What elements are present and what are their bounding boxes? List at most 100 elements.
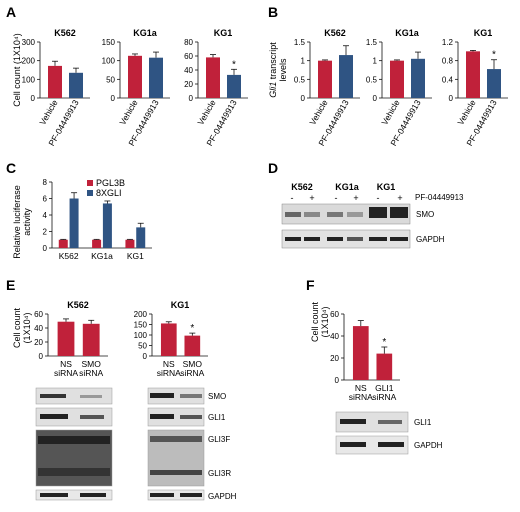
panel-b-chart-3-ytick-label-2: 0.8 (442, 57, 454, 66)
blot-d-gapdh-band-5 (369, 237, 387, 241)
panel-f-chart-ytick-label-0: 0 (335, 376, 340, 385)
blot-d-group-kg1a: KG1a (335, 182, 360, 192)
panel-a-chart-2-ytick-label-0: 0 (111, 94, 116, 103)
panel-b-ylabel-gene: Gli1 (268, 82, 278, 98)
panel-e-chart-2-xlabel-0-1: siRNA (157, 368, 181, 378)
blot-e-label-gli3f: GLI3F (208, 435, 230, 444)
panel-letter-c: C (6, 160, 16, 176)
panel-f-ylabel-line2: (1X10⁴) (320, 307, 330, 338)
panel-e-chart-2-title: KG1 (171, 300, 190, 310)
panel-f-chart-xlabel-1-0: GLI1 (375, 383, 394, 393)
panel-letter-a: A (6, 4, 16, 20)
panel-c-ytick-label-4: 8 (43, 178, 48, 187)
blot-d-smo-band-4 (347, 212, 363, 217)
blot-e-label-gli1: GLI1 (208, 413, 226, 422)
blot-e-kg1-gapdh-band-2 (180, 493, 202, 497)
panel-f-chart-ytick-label-3: 60 (330, 310, 339, 319)
panel-a-chart-3-ytick-label-2: 40 (184, 66, 193, 75)
panel-e-chart-2-xlabel-0-0: NS (163, 359, 175, 369)
blot-e-k562-gapdh (35, 489, 113, 501)
blot-e-kg1-smo (147, 387, 205, 405)
panel-b-chart-2-bar-0 (390, 60, 404, 98)
panel-b-chart-1-ytick-label-3: 1.5 (294, 38, 306, 47)
blot-d-treatment: PF-04449913 (415, 193, 464, 202)
blot-d-smo-band-1 (285, 212, 301, 217)
panel-f-chart-bar-1 (376, 353, 393, 380)
panel-c-bar-pgl3b-1 (92, 239, 102, 248)
legend-label-8xgli: 8XGLI (96, 188, 122, 198)
panel-c-ytick-label-0: 0 (43, 244, 48, 253)
panel-a-chart-1-ytick-label-3: 300 (22, 38, 36, 47)
panel-letter-f: F (306, 277, 315, 293)
panel-b-chart-3-bar-0 (466, 51, 480, 98)
blot-d-sign-1: - (291, 193, 294, 203)
panel-e-chart-1-ytick-label-0: 0 (39, 352, 44, 361)
panel-e-chart-2-ytick-label-0: 0 (143, 352, 148, 361)
panel-b-chart-3-xlabel-0: Vehicle (455, 98, 478, 127)
blot-d-smo-band-2 (304, 212, 320, 217)
panel-b-chart-2-ytick-label-0: 0 (373, 94, 378, 103)
blot-d-gapdh-membrane (281, 229, 411, 249)
panel-b-chart-3-ytick-label-0: 0 (449, 94, 454, 103)
panel-e-chart-2-xlabel-1-1: siRNA (180, 368, 204, 378)
panel-e-chart-1-xlabel-0-0: NS (60, 359, 72, 369)
blot-d-group-k562: K562 (291, 182, 313, 192)
blot-e-label-smo: SMO (208, 392, 226, 401)
panel-b-chart-3-sig-1: * (492, 50, 496, 61)
panel-c-bar-pgl3b-0 (58, 239, 68, 248)
blot-d-smo-band-6 (390, 207, 408, 218)
panel-e-chart-2-ytick-label-4: 200 (134, 310, 148, 319)
panel-a-chart-3-xlabel-0: Vehicle (195, 98, 218, 127)
panel-b-ylabel-rest: transcript (268, 42, 278, 82)
panel-c-bar-8xgli-2 (136, 227, 146, 248)
panel-b-chart-1-bar-1 (339, 55, 353, 98)
legend-label-pgl3b: PGL3B (96, 178, 125, 188)
panel-e-chart-2-sig-1: * (190, 323, 194, 334)
panel-e-chart-1-ytick-label-2: 40 (34, 324, 43, 333)
panel-e-chart-2-xlabel-1-0: SMO (183, 359, 203, 369)
panel-letter-b: B (268, 4, 278, 20)
panel-e-blots: SMO GLI1 GLI3F GLI3R GAPDH (35, 387, 237, 501)
blot-e-k562-smo-band-2 (80, 395, 102, 398)
blot-d-sign-4: + (353, 193, 358, 203)
blot-e-k562-gli1-band-1 (40, 414, 68, 419)
panel-e-chart-2-bar-1 (184, 335, 201, 356)
panel-e-chart-1-ytick-label-3: 60 (34, 310, 43, 319)
blot-e-kg1-gli1 (147, 407, 205, 427)
blot-d-label-smo: SMO (416, 210, 434, 219)
blot-e-k562-gapdh-band-2 (80, 493, 106, 497)
panel-a-chart-2-ytick-label-1: 50 (106, 75, 115, 84)
blot-e-k562-gli1-band-2 (80, 415, 104, 419)
blot-d-gapdh-band-3 (327, 237, 343, 241)
blot-e-kg1-gli1-band-2 (180, 415, 202, 419)
panel-b-ylabel-line2: levels (278, 58, 288, 82)
panel-e-chart-1-xlabel-0-1: siRNA (54, 368, 78, 378)
panel-c-ylabel: Relative luciferase (12, 185, 22, 259)
panel-e-chart-1-ytick-label-1: 20 (34, 338, 43, 347)
legend-swatch-8xgli (87, 190, 93, 196)
blot-e-label-gli3r: GLI3R (208, 469, 231, 478)
panel-a-chart-2-bar-1 (149, 57, 163, 98)
legend-swatch-pgl3b (87, 180, 93, 186)
panel-b-chart-2-xlabel-0: Vehicle (379, 98, 402, 127)
blot-d-gapdh-band-1 (285, 237, 301, 241)
blot-d-label-gapdh: GAPDH (416, 235, 445, 244)
panel-e-chart-1-bar-1 (82, 323, 100, 356)
panel-a-chart-3-bar-0 (206, 57, 220, 98)
panel-a-ylabel: Cell count (1X10⁴) (12, 33, 22, 106)
blot-d-gapdh-band-6 (390, 237, 408, 241)
panel-f-chart-bar-0 (352, 326, 369, 380)
panel-b-ylabel: Gli1 transcript (268, 42, 278, 98)
blot-d-smo-band-5 (369, 207, 387, 218)
panel-a-chart-3-sig-1: * (232, 59, 236, 70)
panel-a-chart-3-bar-1 (227, 74, 241, 98)
blot-d-sign-2: + (309, 193, 314, 203)
blot-e-k562-gli3f-band (38, 436, 110, 444)
panel-a-chart-1-title: K562 (54, 28, 76, 38)
panel-a-chart-3-title: KG1 (214, 28, 233, 38)
panel-f-chart-xlabel-0-1: siRNA (349, 392, 373, 402)
panel-a-chart-1-xlabel-0: Vehicle (37, 98, 60, 127)
panel-a-chart-2-ytick-label-3: 150 (102, 38, 116, 47)
panel-letter-d: D (268, 160, 278, 176)
